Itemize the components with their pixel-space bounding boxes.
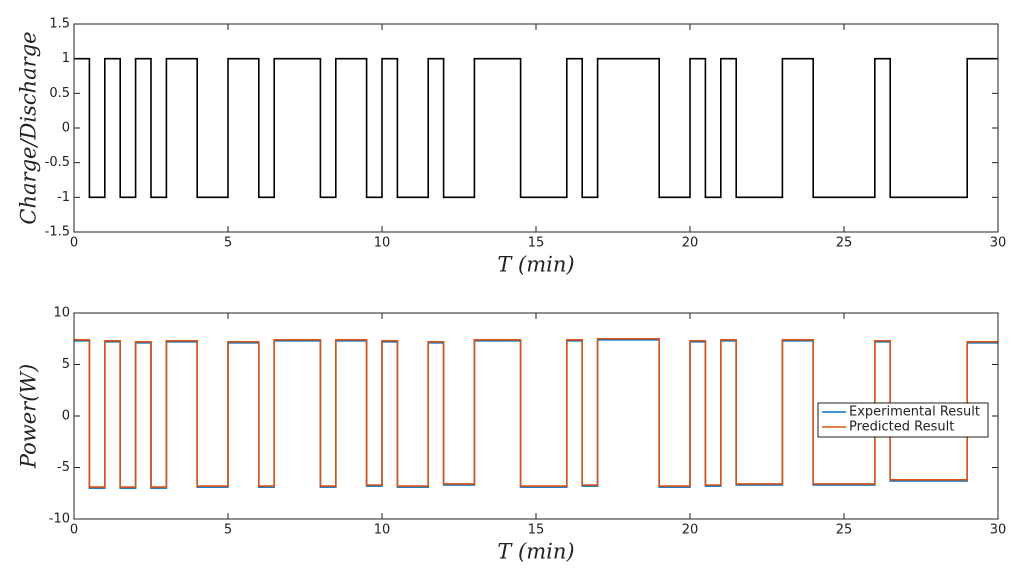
y-tick-label: 10 [53,306,70,321]
y-axis-label: Power(W) [17,364,41,469]
legend-label: Experimental Result [849,405,980,420]
y-tick-label: 1.5 [49,17,70,32]
x-axis-label: T (min) [497,253,574,277]
x-tick-label: 0 [70,236,78,251]
plot-frame [73,312,999,520]
x-tick-label: 15 [528,523,545,538]
y-tick-label: 5 [62,357,70,372]
y-tick-label: 0.5 [49,86,70,101]
y-tick-label: 0 [62,121,70,136]
y-tick-label: -1 [57,190,70,205]
x-tick-label: 20 [682,236,699,251]
x-tick-label: 0 [70,523,78,538]
y-tick-label: -0.5 [45,155,70,170]
x-tick-label: 10 [374,523,391,538]
x-tick-label: 30 [990,236,1007,251]
x-tick-label: 25 [836,236,853,251]
data-line [74,338,998,489]
y-tick-label: 0 [62,409,70,424]
data-line [74,57,998,199]
legend-label: Predicted Result [849,420,954,435]
y-tick-label: 1 [62,51,70,66]
x-axis-label: T (min) [497,540,574,564]
x-tick-label: 20 [682,523,699,538]
x-tick-label: 5 [224,523,232,538]
x-tick-label: 5 [224,236,232,251]
y-tick-label: -10 [49,512,70,527]
legend-box [817,402,989,438]
y-tick-label: -1.5 [45,225,70,240]
x-tick-label: 30 [990,523,1007,538]
plot-area [74,24,998,232]
x-tick-label: 10 [374,236,391,251]
data-line [74,337,998,488]
plot-frame [73,23,999,233]
y-axis-label: Charge/Discharge [17,31,41,224]
x-tick-label: 15 [528,236,545,251]
y-tick-label: -5 [57,460,70,475]
x-tick-label: 25 [836,523,853,538]
